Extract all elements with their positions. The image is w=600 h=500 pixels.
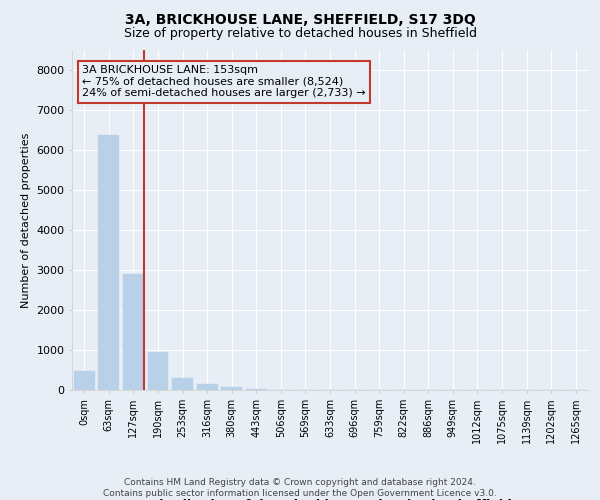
X-axis label: Distribution of detached houses by size in Sheffield: Distribution of detached houses by size … xyxy=(149,498,511,500)
Bar xyxy=(123,274,144,390)
Bar xyxy=(98,135,119,390)
Bar xyxy=(74,371,95,390)
Bar xyxy=(197,384,218,390)
Bar xyxy=(148,352,169,390)
Text: 3A BRICKHOUSE LANE: 153sqm
← 75% of detached houses are smaller (8,524)
24% of s: 3A BRICKHOUSE LANE: 153sqm ← 75% of deta… xyxy=(82,66,366,98)
Bar xyxy=(221,387,242,390)
Bar xyxy=(246,389,267,390)
Y-axis label: Number of detached properties: Number of detached properties xyxy=(20,132,31,308)
Text: Size of property relative to detached houses in Sheffield: Size of property relative to detached ho… xyxy=(124,28,476,40)
Text: Contains HM Land Registry data © Crown copyright and database right 2024.
Contai: Contains HM Land Registry data © Crown c… xyxy=(103,478,497,498)
Text: 3A, BRICKHOUSE LANE, SHEFFIELD, S17 3DQ: 3A, BRICKHOUSE LANE, SHEFFIELD, S17 3DQ xyxy=(125,12,475,26)
Bar xyxy=(172,378,193,390)
